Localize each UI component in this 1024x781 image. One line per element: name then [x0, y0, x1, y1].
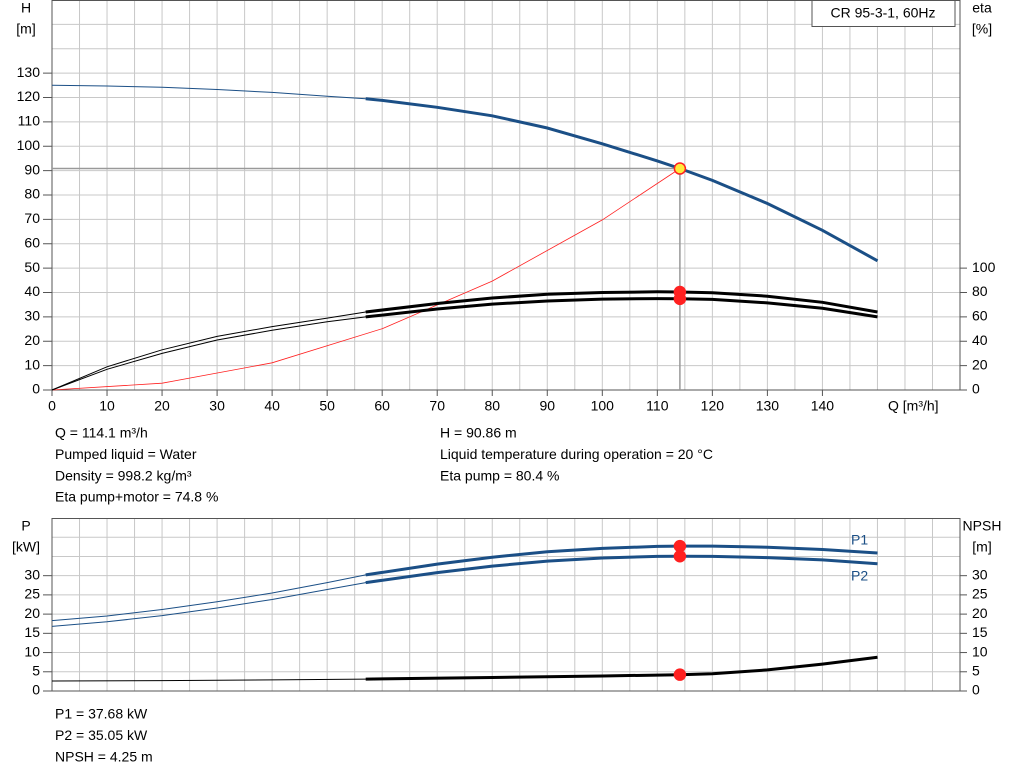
curve-bold [365, 290, 878, 314]
x-tick-label: 10 [99, 398, 115, 414]
y2-tick-label: 10 [972, 643, 988, 659]
x-tick-label: 110 [646, 398, 669, 414]
info-text: Eta pump+motor = 74.8 % [55, 489, 218, 505]
y2-tick-label: 25 [972, 586, 988, 602]
y-tick-label: 20 [24, 332, 40, 348]
x-tick-label: 20 [154, 398, 170, 414]
y2-tick-label: 80 [972, 283, 988, 299]
y-tick-label: 10 [24, 356, 40, 372]
y2-tick-label: 20 [972, 356, 988, 372]
x-axis-label: Q [m³/h] [888, 398, 939, 414]
info-text: Pumped liquid = Water [55, 446, 197, 462]
y2-axis-unit: [%] [972, 21, 992, 37]
y2-axis-label: eta [972, 0, 992, 16]
y-tick-label: 20 [24, 605, 40, 621]
info-text: P2 = 35.05 kW [55, 727, 148, 743]
y-tick-label: 70 [24, 210, 40, 226]
series-label: P2 [851, 568, 868, 584]
info-text: H = 90.86 m [440, 425, 517, 441]
series-label: P1 [851, 532, 868, 548]
x-tick-label: 120 [701, 398, 725, 414]
y2-tick-label: 0 [972, 381, 980, 397]
y2-axis-label: NPSH [963, 518, 1002, 534]
y-tick-label: 10 [24, 643, 40, 659]
x-tick-label: 130 [756, 398, 780, 414]
x-tick-label: 30 [209, 398, 225, 414]
x-tick-label: 40 [264, 398, 280, 414]
y-tick-label: 30 [24, 566, 40, 582]
y-tick-label: 5 [32, 662, 40, 678]
y-axis-label: H [21, 0, 31, 16]
y2-tick-label: 15 [972, 624, 988, 640]
y2-tick-label: 100 [972, 259, 996, 275]
operating-point [673, 668, 687, 681]
x-tick-label: 90 [539, 398, 555, 414]
system-curve [51, 168, 681, 391]
curve-bold [365, 297, 878, 319]
y-tick-label: 25 [24, 586, 40, 602]
x-tick-label: 60 [374, 398, 390, 414]
y-tick-label: 30 [24, 308, 40, 324]
x-tick-label: 100 [591, 398, 615, 414]
y-axis-unit: [m] [16, 21, 35, 37]
y-axis-unit: [kW] [12, 539, 40, 555]
y2-tick-label: 30 [972, 566, 988, 582]
info-text: NPSH = 4.25 m [55, 748, 153, 764]
y2-tick-label: 60 [972, 308, 988, 324]
y-tick-label: 0 [32, 682, 40, 698]
y-tick-label: 50 [24, 259, 40, 275]
y-tick-label: 110 [18, 113, 41, 129]
y2-tick-label: 40 [972, 332, 988, 348]
curve-bold [365, 554, 878, 585]
curve-bold [365, 544, 878, 577]
info-text: Liquid temperature during operation = 20… [440, 446, 713, 462]
x-tick-label: 50 [319, 398, 335, 414]
title-box [811, 0, 956, 27]
y2-tick-label: 0 [972, 682, 980, 698]
operating-point [673, 292, 687, 306]
curve-bold [365, 655, 878, 681]
y-axis-label: P [21, 518, 30, 534]
x-tick-label: 140 [811, 398, 835, 414]
info-text: P1 = 37.68 kW [55, 706, 148, 722]
plot-frame [51, 518, 961, 692]
operating-point [673, 539, 687, 553]
y-tick-label: 130 [17, 64, 41, 80]
y-tick-label: 120 [17, 88, 41, 104]
y-tick-label: 40 [24, 283, 40, 299]
y-tick-label: 15 [24, 624, 40, 640]
x-tick-label: 80 [484, 398, 500, 414]
y2-tick-label: 20 [972, 605, 988, 621]
curve-bold [365, 97, 879, 263]
info-text: Q = 114.1 m³/h [55, 425, 148, 441]
chart-title: CR 95-3-1, 60Hz [830, 5, 935, 21]
y-tick-label: 90 [24, 161, 40, 177]
y2-axis-unit: [m] [972, 539, 991, 555]
y-tick-label: 80 [24, 186, 40, 202]
info-text: Density = 998.2 kg/m³ [55, 467, 192, 483]
operating-point [673, 162, 687, 175]
x-tick-label: 0 [48, 398, 56, 414]
y-tick-label: 0 [32, 381, 40, 397]
operating-point [673, 550, 687, 563]
y2-tick-label: 5 [972, 662, 980, 678]
x-tick-label: 70 [429, 398, 445, 414]
y-tick-label: 100 [17, 137, 41, 153]
info-text: Eta pump = 80.4 % [440, 467, 559, 483]
y-tick-label: 60 [24, 234, 40, 250]
